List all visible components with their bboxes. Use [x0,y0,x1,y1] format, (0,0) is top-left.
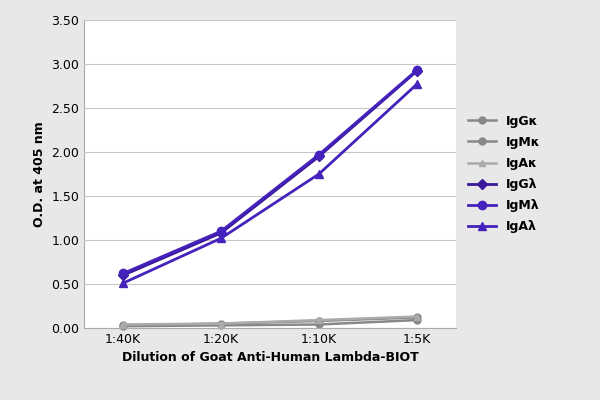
IgMλ [413,68,421,72]
Line: IgGκ: IgGκ [119,314,421,329]
IgMλ [119,271,127,276]
IgAλ [217,236,224,241]
IgAλ [413,82,421,87]
Line: IgAκ: IgAκ [119,313,421,328]
IgGλ [316,154,323,159]
IgAκ [413,314,421,319]
IgMκ [217,323,224,328]
IgAλ [316,172,323,176]
IgGκ [413,315,421,320]
IgGκ [119,323,127,328]
Y-axis label: O.D. at 405 nm: O.D. at 405 nm [32,121,46,227]
IgGλ [217,230,224,235]
X-axis label: Dilution of Goat Anti-Human Lambda-BIOT: Dilution of Goat Anti-Human Lambda-BIOT [122,352,418,364]
IgAλ [119,281,127,286]
IgMκ [413,318,421,322]
IgMλ [316,152,323,157]
IgAκ [316,318,323,322]
IgMκ [119,324,127,329]
IgGκ [316,318,323,323]
IgMλ [217,229,224,234]
Line: IgMκ: IgMκ [119,317,421,330]
Line: IgMλ: IgMλ [119,66,421,278]
IgGλ [119,273,127,278]
Line: IgAλ: IgAλ [119,80,421,287]
IgMκ [316,322,323,327]
IgGκ [217,321,224,326]
IgAκ [217,321,224,326]
IgAκ [119,322,127,327]
Legend: IgGκ, IgMκ, IgAκ, IgGλ, IgMλ, IgAλ: IgGκ, IgMκ, IgAκ, IgGλ, IgMλ, IgAλ [466,112,543,236]
Line: IgGλ: IgGλ [119,68,421,279]
IgGλ [413,69,421,74]
